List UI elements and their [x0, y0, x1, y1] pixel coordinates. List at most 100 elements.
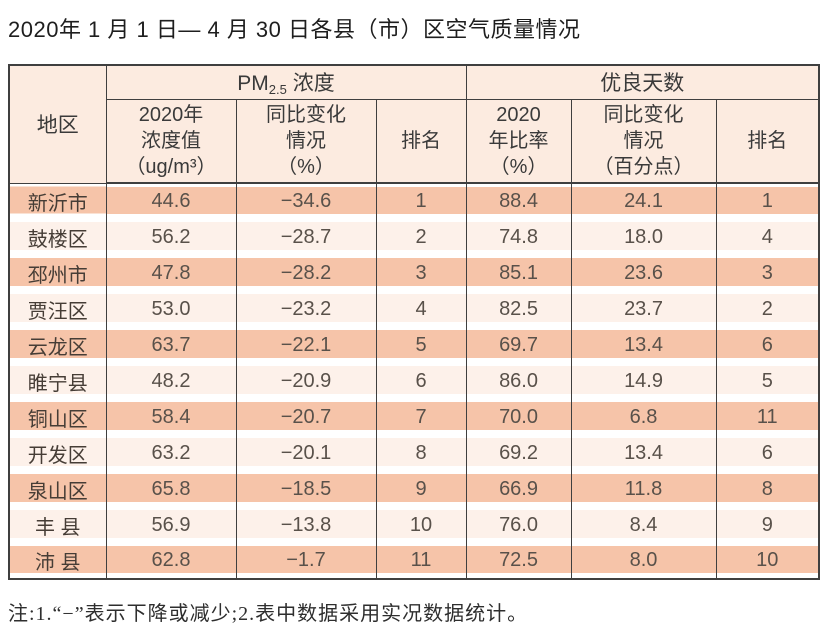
rate-cell: 69.2 — [465, 435, 572, 471]
rate-header: 2020 年比率 （%） — [465, 99, 572, 184]
region-column-header: 地区 — [8, 65, 107, 184]
rate-cell: 88.4 — [465, 183, 572, 219]
rate-change-cell: 8.4 — [570, 507, 717, 543]
pm-value-header: 2020年 浓度值 （ug/m³） — [105, 99, 237, 184]
pm-rank-cell: 11 — [375, 543, 467, 579]
region-cell: 新沂市 — [8, 183, 107, 219]
table-row: 贾汪区 53.0 −23.2 4 82.5 23.7 2 — [8, 291, 820, 327]
header-sub-row: 2020年 浓度值 （ug/m³） 同比变化 情况 （%） 排名 2020 年比… — [9, 99, 820, 184]
pm-rank-cell: 8 — [375, 435, 467, 471]
pm-rank-cell: 7 — [375, 399, 467, 435]
rate-change-cell: 18.0 — [570, 219, 717, 255]
good-days-group-header: 优良天数 — [465, 65, 820, 100]
table-row: 开发区 63.2 −20.1 8 69.2 13.4 6 — [8, 435, 820, 471]
region-cell: 铜山区 — [8, 399, 107, 435]
page-title: 2020年 1 月 1 日— 4 月 30 日各县（市）区空气质量情况 — [8, 17, 581, 42]
table-row: 丰 县 56.9 −13.8 10 76.0 8.4 9 — [8, 507, 820, 543]
pm-rank-cell: 5 — [375, 327, 467, 363]
region-cell: 丰 县 — [8, 507, 107, 543]
rate-cell: 86.0 — [465, 363, 572, 399]
region-cell: 泉山区 — [8, 471, 107, 507]
pm-value-cell: 47.8 — [105, 255, 237, 291]
rate-change-cell: 6.8 — [570, 399, 717, 435]
rate-cell: 69.7 — [465, 327, 572, 363]
table-header: 地区 PM2.5 浓度 优良天数 2020年 浓度值 （ug/m³） 同比变化 … — [8, 65, 820, 184]
pm25-label-prefix: PM — [237, 72, 269, 96]
pm-change-cell: −28.2 — [235, 255, 377, 291]
rate-change-cell: 13.4 — [570, 327, 717, 363]
rate-cell: 66.9 — [465, 471, 572, 507]
table-row: 新沂市 44.6 −34.6 1 88.4 24.1 1 — [8, 183, 820, 219]
rate-change-cell: 14.9 — [570, 363, 717, 399]
pm-change-cell: −13.8 — [235, 507, 377, 543]
rate-change-header: 同比变化 情况 （百分点） — [570, 99, 717, 184]
pm-rank-cell: 2 — [375, 219, 467, 255]
rate-rank-cell: 4 — [715, 219, 820, 255]
rate-cell: 85.1 — [465, 255, 572, 291]
pm-value-cell: 56.2 — [105, 219, 237, 255]
region-cell: 贾汪区 — [8, 291, 107, 327]
footnote: 注:1.“−”表示下降或减少;2.表中数据采用实况数据统计。 — [8, 603, 529, 625]
rate-change-cell: 11.8 — [570, 471, 717, 507]
pm-value-cell: 58.4 — [105, 399, 237, 435]
rate-rank-cell: 8 — [715, 471, 820, 507]
rate-rank-cell: 10 — [715, 543, 820, 579]
pm-rank-cell: 4 — [375, 291, 467, 327]
pm-rank-cell: 1 — [375, 183, 467, 219]
pm25-group-header: PM2.5 浓度 — [105, 65, 467, 100]
rate-rank-cell: 5 — [715, 363, 820, 399]
pm-rank-cell: 10 — [375, 507, 467, 543]
pm-change-cell: −23.2 — [235, 291, 377, 327]
pm-value-cell: 56.9 — [105, 507, 237, 543]
region-cell: 鼓楼区 — [8, 219, 107, 255]
pm-change-header: 同比变化 情况 （%） — [235, 99, 377, 184]
pm-change-cell: −20.1 — [235, 435, 377, 471]
table-row: 云龙区 63.7 −22.1 5 69.7 13.4 6 — [8, 327, 820, 363]
rate-cell: 76.0 — [465, 507, 572, 543]
pm-value-cell: 63.7 — [105, 327, 237, 363]
rate-change-cell: 24.1 — [570, 183, 717, 219]
pm-change-cell: −22.1 — [235, 327, 377, 363]
table-row: 沛 县 62.8 −1.7 11 72.5 8.0 10 — [8, 543, 820, 579]
pm-rank-header: 排名 — [375, 99, 467, 184]
rate-rank-cell: 9 — [715, 507, 820, 543]
rate-rank-cell: 6 — [715, 327, 820, 363]
pm-rank-cell: 3 — [375, 255, 467, 291]
pm-value-cell: 62.8 — [105, 543, 237, 579]
rate-change-cell: 13.4 — [570, 435, 717, 471]
region-cell: 睢宁县 — [8, 363, 107, 399]
rate-cell: 70.0 — [465, 399, 572, 435]
region-cell: 开发区 — [8, 435, 107, 471]
table-row: 鼓楼区 56.2 −28.7 2 74.8 18.0 4 — [8, 219, 820, 255]
rate-cell: 74.8 — [465, 219, 572, 255]
pm-rank-cell: 9 — [375, 471, 467, 507]
pm25-label-suffix: 浓度 — [286, 72, 335, 96]
rate-change-cell: 23.6 — [570, 255, 717, 291]
pm-value-cell: 48.2 — [105, 363, 237, 399]
rate-cell: 82.5 — [465, 291, 572, 327]
table-row: 睢宁县 48.2 −20.9 6 86.0 14.9 5 — [8, 363, 820, 399]
pm-value-cell: 65.8 — [105, 471, 237, 507]
pm25-subscript: 2.5 — [268, 82, 287, 98]
air-quality-table: 地区 PM2.5 浓度 优良天数 2020年 浓度值 （ug/m³） 同比变化 … — [8, 64, 821, 580]
rate-rank-cell: 2 — [715, 291, 820, 327]
pm-change-cell: −1.7 — [235, 543, 377, 579]
rate-rank-cell: 11 — [715, 399, 820, 435]
table-row: 邳州市 47.8 −28.2 3 85.1 23.6 3 — [8, 255, 820, 291]
rate-change-cell: 23.7 — [570, 291, 717, 327]
pm-change-cell: −20.9 — [235, 363, 377, 399]
rate-rank-cell: 6 — [715, 435, 820, 471]
region-cell: 邳州市 — [8, 255, 107, 291]
rate-change-cell: 8.0 — [570, 543, 717, 579]
pm-value-cell: 63.2 — [105, 435, 237, 471]
pm-change-cell: −20.7 — [235, 399, 377, 435]
region-cell: 云龙区 — [8, 327, 107, 363]
region-cell: 沛 县 — [8, 543, 107, 579]
table-body: 新沂市 44.6 −34.6 1 88.4 24.1 1 鼓楼区 56.2 −2… — [8, 183, 820, 579]
table-row: 铜山区 58.4 −20.7 7 70.0 6.8 11 — [8, 399, 820, 435]
rate-rank-cell: 1 — [715, 183, 820, 219]
table-row: 泉山区 65.8 −18.5 9 66.9 11.8 8 — [8, 471, 820, 507]
rate-rank-header: 排名 — [715, 99, 820, 184]
pm-value-cell: 53.0 — [105, 291, 237, 327]
